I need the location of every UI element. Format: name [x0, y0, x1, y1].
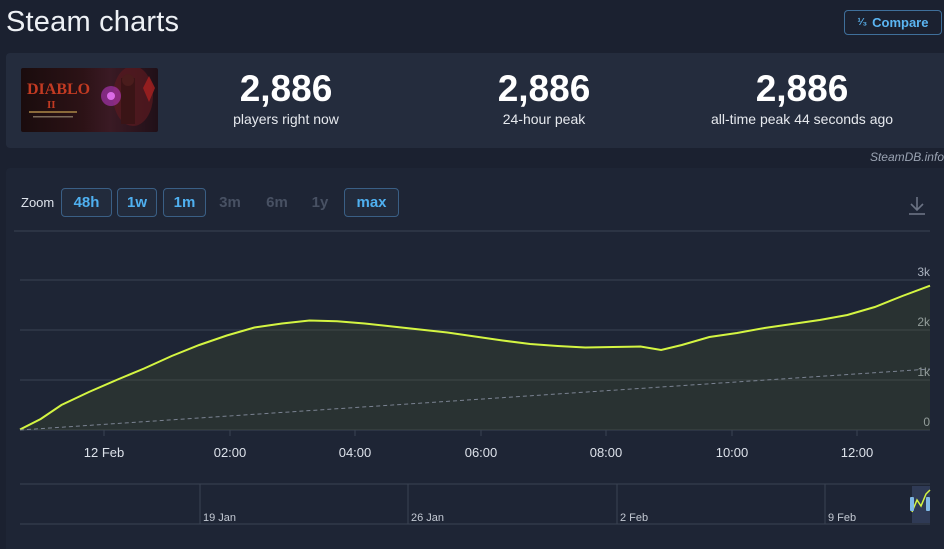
series-line-players [19, 284, 931, 431]
stat-label: 24-hour peak [502, 111, 586, 127]
navigator-handle-right [926, 497, 930, 511]
series-line-average [19, 368, 931, 431]
zoom-button-6m: 6m [266, 194, 288, 211]
zoom-button-48h[interactable]: 48h [61, 188, 112, 217]
steamdb-credit[interactable]: SteamDB.info [869, 150, 944, 164]
compare-label: Compare [872, 15, 929, 30]
navigator-tick-label: 9 Feb [828, 512, 856, 524]
x-tick-label: 04:00 [339, 445, 372, 460]
zoom-button-3m: 3m [219, 194, 241, 211]
compare-button[interactable]: ¹⁄₃ Compare [844, 10, 942, 35]
zoom-button-1m[interactable]: 1m [163, 188, 206, 217]
x-tick-label: 10:00 [716, 445, 749, 460]
zoom-label: Zoom [21, 195, 55, 210]
navigator-sparkline [911, 489, 931, 513]
y-tick-label: 1k [917, 365, 931, 379]
series-area [20, 285, 930, 430]
x-tick-label: 12 Feb [84, 445, 124, 460]
svg-text:DIABLO: DIABLO [27, 81, 90, 98]
stats-panel: DIABLO II 2,886 players right now 2,886 … [6, 53, 944, 148]
zoom-button-1y: 1y [311, 194, 329, 211]
y-tick-label: 3k [917, 265, 931, 279]
zoom-button-1w[interactable]: 1w [117, 188, 157, 217]
stat-label: all-time peak 44 seconds ago [710, 111, 894, 127]
navigator-handle-left [910, 497, 914, 511]
game-logo-image[interactable]: DIABLO II [21, 68, 158, 132]
stat-value: 2,886 [497, 68, 591, 109]
navigator-tick-label: 26 Jan [411, 512, 444, 524]
stat-label: players right now [233, 111, 339, 127]
stat-value: 2,886 [239, 68, 333, 109]
stat-24h-peak: 2,886 24-hour peak [458, 68, 630, 127]
zoom-button-max[interactable]: max [344, 188, 399, 217]
stat-value: 2,886 [755, 68, 849, 109]
page-title: Steam charts [6, 6, 180, 38]
y-tick-label: 0 [923, 415, 930, 429]
navigator-tick-label: 2 Feb [620, 512, 648, 524]
x-tick-label: 08:00 [590, 445, 623, 460]
y-tick-label: 2k [917, 315, 931, 329]
svg-text:II: II [47, 99, 56, 111]
fraction-icon: ¹⁄₃ [857, 17, 868, 28]
download-icon[interactable] [906, 194, 928, 218]
x-tick-label: 02:00 [214, 445, 247, 460]
x-tick-label: 06:00 [465, 445, 498, 460]
stat-players-now: 2,886 players right now [200, 68, 372, 127]
stat-all-time-peak: 2,886 all-time peak 44 seconds ago [686, 68, 918, 127]
navigator-tick-label: 19 Jan [203, 512, 236, 524]
x-tick-label: 12:00 [841, 445, 874, 460]
